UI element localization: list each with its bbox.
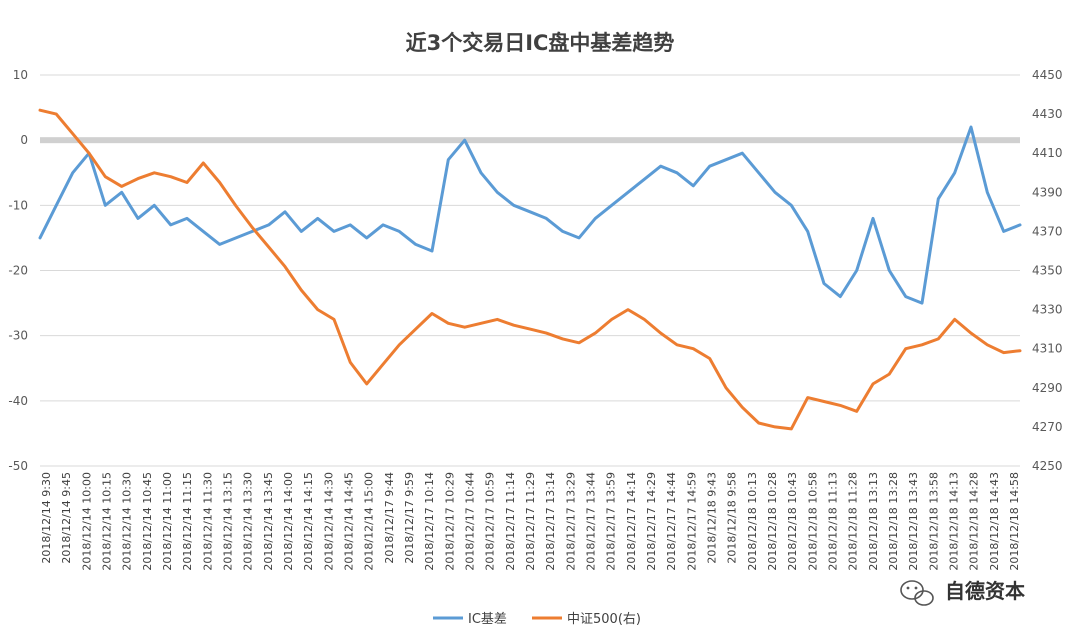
right-tick-label: 4430 (1032, 107, 1063, 121)
right-tick-label: 4450 (1032, 68, 1063, 82)
watermark: 自德资本 (900, 579, 1025, 606)
x-tick-label: 2018/12/14 14:30 (322, 472, 335, 571)
x-tick-label: 2018/12/17 13:14 (544, 472, 557, 571)
x-tick-label: 2018/12/14 10:30 (121, 472, 134, 571)
x-tick-label: 2018/12/18 14:43 (988, 472, 1001, 571)
x-tick-label: 2018/12/18 14:58 (1008, 472, 1021, 571)
x-tick-label: 2018/12/14 14:45 (343, 472, 356, 571)
x-tick-label: 2018/12/17 10:29 (443, 472, 456, 571)
x-tick-label: 2018/12/17 13:29 (564, 472, 577, 571)
x-tick-label: 2018/12/18 10:43 (786, 472, 799, 571)
x-tick-label: 2018/12/17 13:59 (605, 472, 618, 571)
left-tick-label: -50 (8, 459, 28, 473)
left-axis: 10 0 -10 -20 -30 -40 -50 (8, 68, 28, 473)
x-tick-label: 2018/12/18 14:13 (948, 472, 961, 571)
x-tick-label: 2018/12/18 13:13 (867, 472, 880, 571)
x-tick-label: 2018/12/14 10:15 (101, 472, 114, 571)
x-tick-label: 2018/12/17 14:29 (645, 472, 658, 571)
x-tick-label: 2018/12/14 10:00 (80, 472, 93, 571)
x-tick-label: 2018/12/14 13:30 (242, 472, 255, 571)
x-tick-label: 2018/12/17 9:59 (403, 472, 416, 564)
x-tick-label: 2018/12/17 13:44 (585, 472, 598, 571)
right-tick-label: 4350 (1032, 264, 1063, 278)
x-tick-label: 2018/12/14 9:45 (60, 472, 73, 564)
right-tick-label: 4310 (1032, 342, 1063, 356)
legend-label-ic-basis: IC基差 (468, 612, 507, 627)
x-tick-label: 2018/12/18 10:28 (766, 472, 779, 571)
left-tick-label: 0 (20, 133, 28, 147)
x-tick-label: 2018/12/14 10:45 (141, 472, 154, 571)
x-tick-label: 2018/12/18 10:58 (806, 472, 819, 571)
x-tick-label: 2018/12/18 13:28 (887, 472, 900, 571)
right-tick-label: 4270 (1032, 420, 1063, 434)
chart-title: 近3个交易日IC盘中基差趋势 (406, 31, 675, 55)
right-tick-label: 4330 (1032, 303, 1063, 317)
zero-line-band (40, 137, 1020, 144)
right-tick-label: 4290 (1032, 381, 1063, 395)
watermark-text: 自德资本 (945, 579, 1025, 603)
x-tick-label: 2018/12/14 13:45 (262, 472, 275, 571)
x-tick-label: 2018/12/18 9:43 (706, 472, 719, 564)
x-tick-label: 2018/12/14 13:15 (222, 472, 235, 571)
x-tick-label: 2018/12/14 11:30 (201, 472, 214, 571)
x-tick-label: 2018/12/17 14:14 (625, 472, 638, 571)
x-tick-label: 2018/12/17 11:29 (524, 472, 537, 571)
right-tick-label: 4390 (1032, 185, 1063, 199)
x-tick-label: 2018/12/17 14:44 (665, 472, 678, 571)
left-tick-label: -10 (8, 198, 28, 212)
x-tick-label: 2018/12/18 11:13 (827, 472, 840, 571)
right-tick-label: 4370 (1032, 224, 1063, 238)
x-tick-label: 2018/12/17 14:59 (685, 472, 698, 571)
x-tick-label: 2018/12/14 9:30 (40, 472, 53, 564)
x-tick-label: 2018/12/14 14:15 (302, 472, 315, 571)
x-tick-label: 2018/12/14 15:00 (363, 472, 376, 571)
x-tick-label: 2018/12/17 10:44 (464, 472, 477, 571)
x-tick-label: 2018/12/14 14:00 (282, 472, 295, 571)
x-tick-label: 2018/12/18 13:43 (907, 472, 920, 571)
x-tick-label: 2018/12/18 11:28 (847, 472, 860, 571)
series-layer (38, 108, 1022, 431)
right-tick-label: 4250 (1032, 459, 1063, 473)
wechat-icon (900, 580, 934, 606)
x-tick-label: 2018/12/17 10:59 (484, 472, 497, 571)
x-tick-label: 2018/12/17 10:14 (423, 472, 436, 571)
left-tick-label: -30 (8, 329, 28, 343)
legend-label-csi500: 中证500(右) (567, 612, 641, 627)
legend: IC基差 中证500(右) (433, 612, 641, 627)
x-tick-label: 2018/12/18 13:58 (927, 472, 940, 571)
x-tick-label: 2018/12/18 10:13 (746, 472, 759, 571)
right-tick-label: 4410 (1032, 146, 1063, 160)
x-tick-label: 2018/12/17 11:14 (504, 472, 517, 571)
x-tick-label: 2018/12/18 14:28 (968, 472, 981, 571)
x-tick-label: 2018/12/17 9:44 (383, 472, 396, 564)
x-tick-label: 2018/12/14 11:00 (161, 472, 174, 571)
series-line-ic-basis (38, 125, 1022, 305)
gridlines (40, 74, 1020, 467)
x-tick-label: 2018/12/14 11:15 (181, 472, 194, 571)
left-tick-label: 10 (13, 68, 28, 82)
right-axis: 4450 4430 4410 4390 4370 4350 4330 4310 4290 4270… (1032, 68, 1063, 473)
x-axis: 2018/12/14 9:30 2018/12/14 9:45 2018/12/14… (40, 472, 1021, 571)
series-line-csi500 (38, 108, 1022, 431)
left-tick-label: -20 (8, 264, 28, 278)
x-tick-label: 2018/12/18 9:58 (726, 472, 739, 564)
left-tick-label: -40 (8, 394, 28, 408)
